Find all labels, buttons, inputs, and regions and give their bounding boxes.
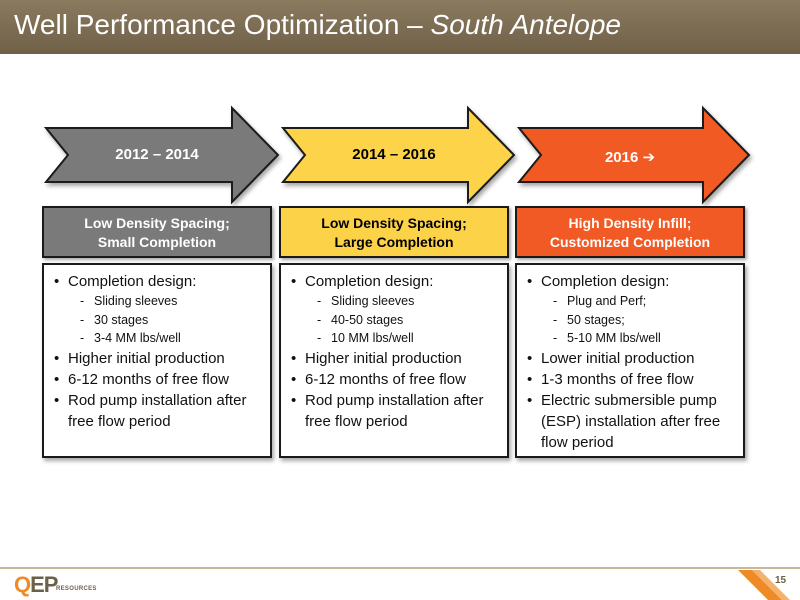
arrow-label-phase-3: 2016 ➔	[604, 149, 656, 166]
sub-item: 40-50 stages	[291, 311, 501, 330]
bullet-initial-production: Higher initial production	[54, 348, 264, 369]
phase-3-details: Completion design: Plug and Perf; 50 sta…	[515, 263, 745, 458]
sub-item: 3-4 MM lbs/well	[54, 329, 264, 348]
sub-item: Plug and Perf;	[527, 292, 737, 311]
phase-1-details: Completion design: Sliding sleeves 30 st…	[42, 263, 272, 458]
logo-subtext: RESOURCES	[56, 586, 97, 592]
arrow-phase-2	[280, 105, 516, 205]
title-bar: Well Performance Optimization – South An…	[0, 0, 800, 54]
phase-3-heading-line2: Customized Completion	[549, 234, 711, 250]
arrow-label-phase-2: 2014 – 2016	[352, 146, 436, 163]
bullet-pump-installation: Rod pump installation after free flow pe…	[291, 390, 501, 432]
phase-2-heading-line1: Low Density Spacing;	[321, 215, 467, 231]
phase-2-heading-line2: Large Completion	[334, 234, 454, 250]
sub-item: 10 MM lbs/well	[291, 329, 501, 348]
phase-1-heading: Low Density Spacing; Small Completion	[42, 206, 272, 258]
phase-2-details: Completion design: Sliding sleeves 40-50…	[279, 263, 509, 458]
bullet-initial-production: Higher initial production	[291, 348, 501, 369]
bullet-completion-design: Completion design:	[291, 271, 501, 292]
slide-title: Well Performance Optimization – South An…	[14, 9, 621, 41]
arrow-phase-3	[516, 105, 751, 205]
phase-2-heading: Low Density Spacing; Large Completion	[279, 206, 509, 258]
page-number: 15	[775, 575, 787, 586]
phase-1-heading-line2: Small Completion	[97, 234, 217, 250]
slide-title-main: Well Performance Optimization –	[14, 9, 431, 40]
timeline-arrows	[43, 105, 751, 205]
corner-accent-icon	[738, 570, 790, 600]
sub-item: Sliding sleeves	[54, 292, 264, 311]
arrow-label-phase-1: 2012 – 2014	[115, 146, 199, 163]
sub-item: 50 stages;	[527, 311, 737, 330]
bullet-pump-installation: Electric submersible pump (ESP) installa…	[527, 390, 737, 453]
sub-item: 30 stages	[54, 311, 264, 330]
bullet-initial-production: Lower initial production	[527, 348, 737, 369]
slide-title-subtitle: South Antelope	[430, 9, 621, 40]
footer-divider	[0, 567, 800, 569]
phase-1-heading-line1: Low Density Spacing;	[84, 215, 230, 231]
logo-wordmark: QEP	[14, 572, 58, 597]
arrow-phase-1	[43, 105, 280, 205]
sub-item: Sliding sleeves	[291, 292, 501, 311]
bullet-free-flow: 1-3 months of free flow	[527, 369, 737, 390]
phase-3-heading: High Density Infill; Customized Completi…	[515, 206, 745, 258]
bullet-completion-design: Completion design:	[527, 271, 737, 292]
bullet-free-flow: 6-12 months of free flow	[54, 369, 264, 390]
bullet-pump-installation: Rod pump installation after free flow pe…	[54, 390, 264, 432]
bullet-completion-design: Completion design:	[54, 271, 264, 292]
bullet-free-flow: 6-12 months of free flow	[291, 369, 501, 390]
sub-item: 5-10 MM lbs/well	[527, 329, 737, 348]
company-logo: QEP RESOURCES	[14, 572, 97, 598]
phase-3-heading-line1: High Density Infill;	[568, 215, 692, 231]
